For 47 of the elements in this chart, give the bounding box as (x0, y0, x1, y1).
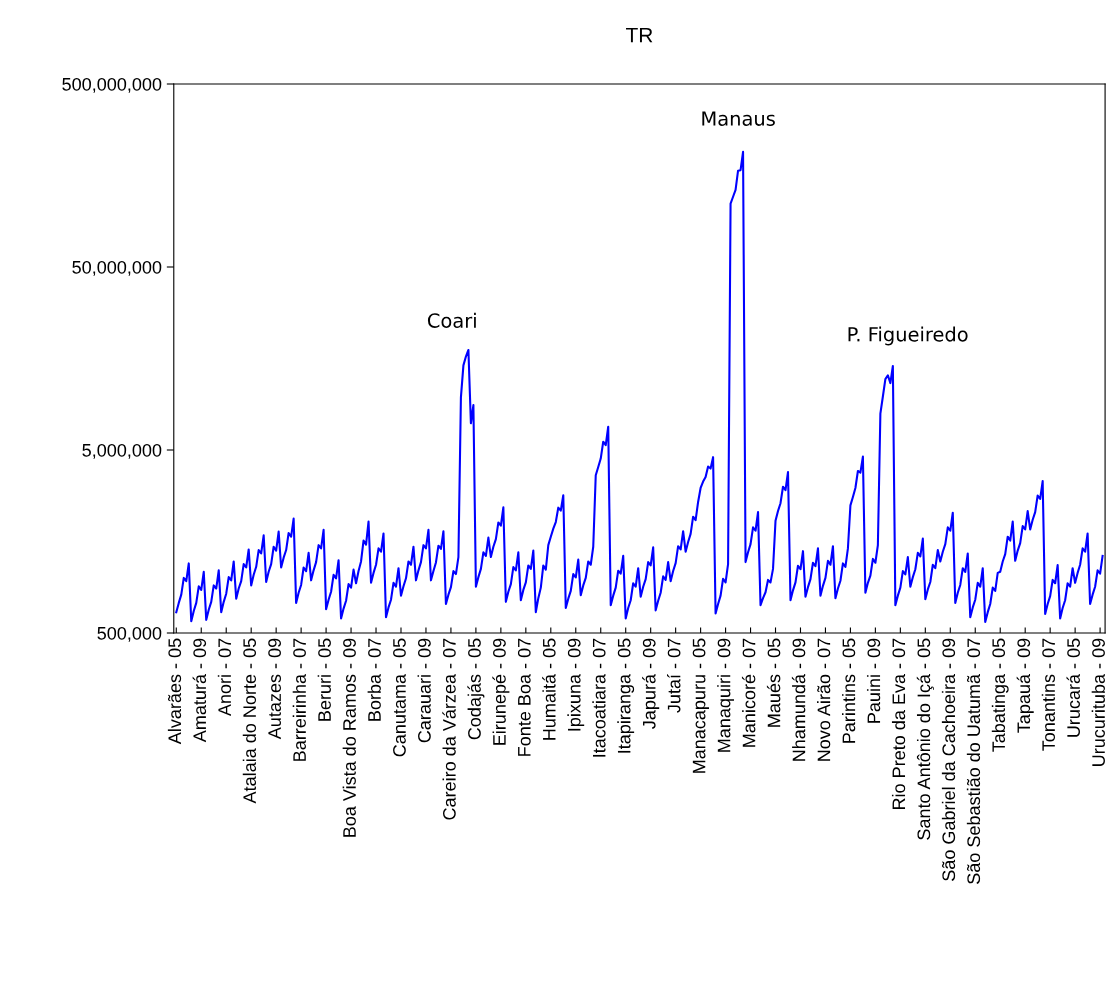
x-tick-label: Amaturá - 09 (192, 638, 207, 743)
x-tick-label: Manacapuru - 05 (692, 638, 710, 773)
x-tick-label: Alvarães - 05 (167, 638, 182, 745)
x-tick-label: Borba - 07 (367, 638, 381, 721)
x-tick-label: Anori - 07 (217, 638, 232, 717)
x-tick-label: Humaitá - 05 (542, 638, 556, 740)
y-tick-label: 500,000,000 (62, 77, 162, 93)
x-tick-label: São Sebastião do Uatumã - 07 (966, 638, 981, 884)
x-tick-label: Urucará - 05 (1066, 638, 1080, 737)
x-tick-label: Rio Preto da Eva - 07 (891, 638, 906, 809)
x-tick-label: Maués - 05 (766, 638, 781, 727)
x-tick-label: Canutama - 05 (393, 638, 406, 757)
x-tick-label: Parintins - 05 (842, 638, 856, 743)
y-tick-label: 500,000 (97, 626, 162, 642)
x-tick-label: Manaquiri - 09 (717, 638, 734, 752)
x-tick-label: Jutaí - 07 (667, 638, 681, 713)
x-tick-label: Carauari - 09 (417, 638, 431, 743)
x-tick-label: Urucurituba - 09 (1091, 638, 1105, 766)
y-tick-label: 5,000,000 (82, 443, 162, 459)
chart-title: TR (626, 28, 653, 43)
x-tick-label: Manicoré - 07 (741, 638, 756, 747)
x-tick-label: Codajás - 05 (467, 638, 485, 740)
x-tick-label: Fonte Boa - 07 (517, 638, 531, 756)
x-tick-label: Atalaia do Norte - 05 (242, 638, 257, 804)
x-tick-label: Ipixuna - 09 (567, 638, 585, 731)
x-tick-label: Careiro da Várzea - 07 (442, 638, 456, 820)
annotation: Coari (427, 312, 476, 328)
line-series (175, 150, 1104, 623)
x-tick-label: Nhamundá - 09 (791, 638, 806, 761)
x-tick-label: Japurá - 09 (642, 638, 660, 729)
x-tick-label: Santo Antônio do Içá - 05 (916, 638, 934, 840)
x-tick-label: Tonantins - 07 (1041, 638, 1056, 751)
x-tick-label: Barreirinha - 07 (292, 638, 306, 761)
x-tick-label: São Gabriel da Cachoeira - 09 (941, 638, 956, 881)
x-tick-label: Itacoatiara - 07 (592, 638, 606, 757)
annotation: P. Figueiredo (848, 326, 968, 346)
annotation: Manaus (702, 111, 775, 126)
x-tick-label: Novo Airão - 07 (817, 638, 831, 761)
x-tick-label: Eirunepé - 09 (492, 638, 510, 745)
x-tick-label: Tapauá - 09 (1016, 638, 1034, 733)
x-tick-label: Itapiranga - 05 (617, 638, 635, 753)
x-tick-label: Beruri - 05 (317, 638, 331, 721)
x-tick-label: Autazes - 09 (268, 638, 281, 740)
x-tick-label: Pauini - 09 (866, 638, 881, 723)
x-tick-label: Boa Vista do Ramos - 09 (342, 638, 356, 837)
x-tick-label: Tabatinga - 05 (991, 638, 1009, 752)
y-tick-label: 50,000,000 (72, 260, 162, 276)
